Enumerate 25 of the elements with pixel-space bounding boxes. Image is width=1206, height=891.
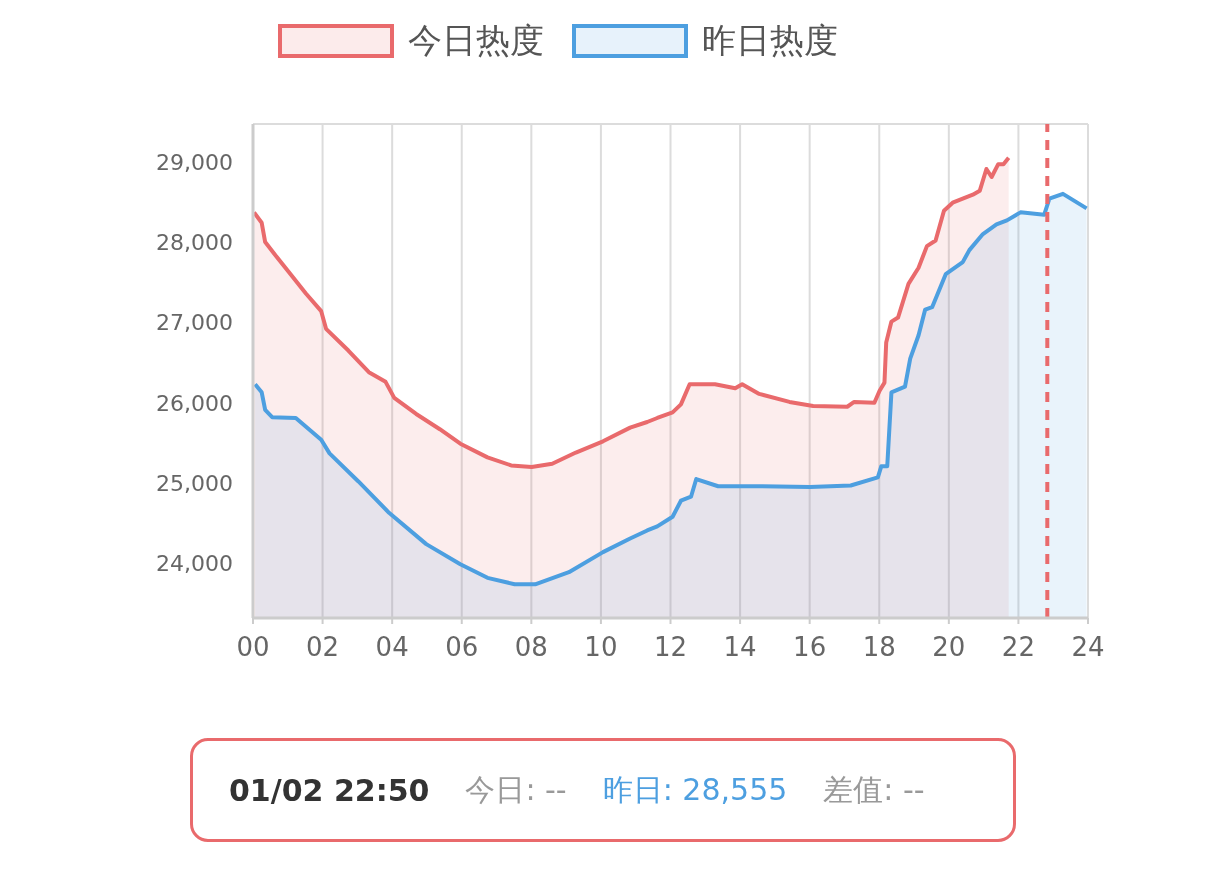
x-tick-label: 08 — [514, 632, 548, 663]
x-tick-label: 24 — [1071, 632, 1105, 663]
x-tick-label: 12 — [653, 632, 688, 663]
x-tick-label: 02 — [306, 632, 340, 663]
x-tick-label: 22 — [1001, 632, 1035, 663]
y-tick-label: 29,000 — [156, 149, 233, 175]
y-tick-label: 26,000 — [156, 390, 233, 416]
x-tick-label: 00 — [236, 632, 270, 663]
y-tick-label: 25,000 — [156, 470, 233, 496]
x-tick-label: 20 — [932, 632, 966, 663]
legend-label: 今日热度 — [408, 19, 544, 62]
legend-label: 昨日热度 — [702, 19, 838, 62]
y-tick-label: 27,000 — [156, 310, 233, 336]
x-tick-label: 06 — [445, 632, 479, 663]
text: 今日: -- — [465, 770, 567, 809]
text: 昨日: 28,555 — [602, 770, 788, 809]
y-tick-label: 24,000 — [156, 551, 233, 577]
x-tick-label: 18 — [862, 632, 896, 663]
y-tick-label: 28,000 — [156, 229, 233, 255]
x-tick-label: 10 — [584, 632, 618, 663]
text: 01/02 22:50 — [229, 772, 430, 808]
x-tick-label: 04 — [375, 632, 409, 663]
text: 差值: -- — [823, 770, 925, 809]
x-tick-label: 14 — [723, 632, 757, 663]
x-tick-label: 16 — [793, 632, 827, 663]
